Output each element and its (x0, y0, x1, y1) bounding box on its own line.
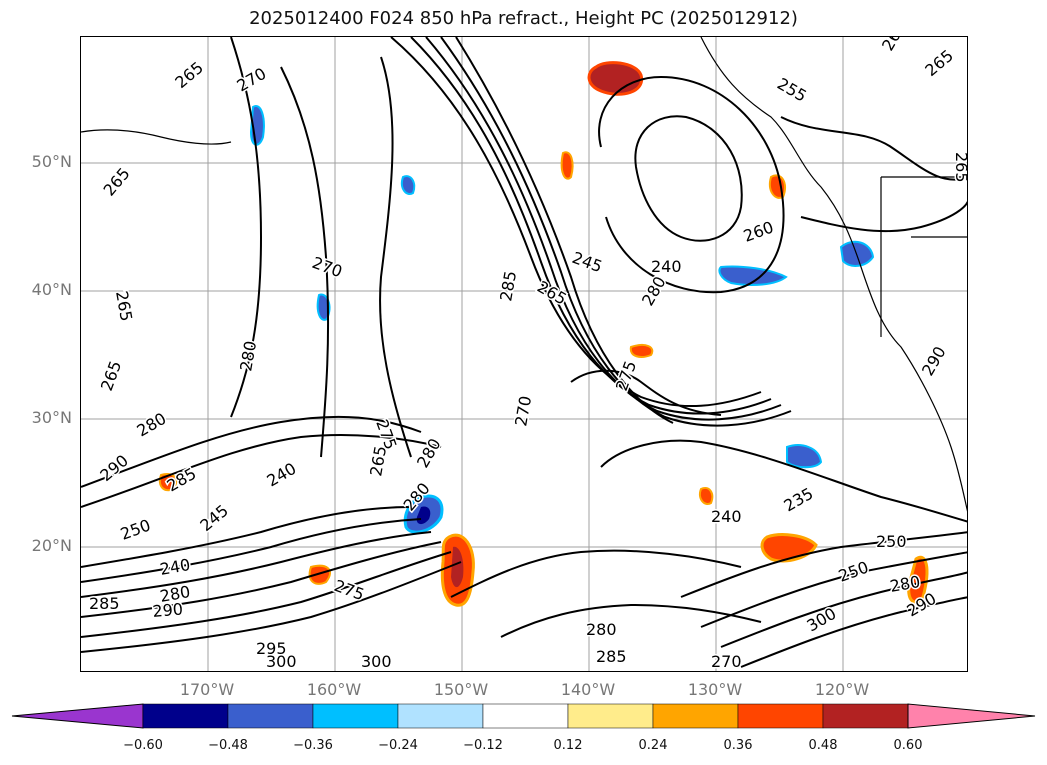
contour-label: 285 (496, 269, 520, 302)
contour-label: 295 (256, 639, 287, 658)
contour-label: 260 (741, 217, 776, 245)
colorbar-cell (142, 703, 229, 729)
contour-label: 285 (89, 594, 120, 613)
colorbar-cell (822, 703, 909, 729)
contour-label: 250 (836, 557, 871, 585)
colorbar-cell (482, 703, 569, 729)
contour-label: 265 (112, 289, 136, 322)
contour-label: 285 (596, 647, 627, 666)
lat-label-40n: 40°N (31, 280, 72, 299)
contour-label: 265 (952, 152, 968, 183)
contour-label: 275 (612, 358, 640, 393)
colorbar-tick-label: 0.24 (638, 738, 668, 753)
contour-label: 240 (651, 257, 682, 276)
contour-label: 250 (876, 532, 907, 551)
map-plot-area[interactable]: 265 270 265 265 265 270 280 280 290 285 240 245 250 2… (80, 36, 968, 672)
colorbar-tick-label: −0.12 (463, 738, 503, 753)
colorbar-tick-label: −0.60 (123, 738, 163, 753)
contour-label: 245 (570, 248, 605, 276)
contour-label: 280 (134, 409, 170, 441)
colorbar-tick-label: 0.60 (893, 738, 923, 753)
contour-label: 280 (413, 435, 445, 471)
lon-label-170w: 170°W (179, 680, 235, 699)
lon-label-140w: 140°W (560, 680, 616, 699)
contour-label: 280 (586, 620, 617, 639)
contour-label: 290 (918, 343, 950, 379)
lon-label-130w: 130°W (687, 680, 743, 699)
colorbar-cell (397, 703, 484, 729)
colorbar-tick-label: 0.12 (553, 738, 583, 753)
contour-label: 250 (118, 515, 153, 543)
map-title: 2025012400 F024 850 hPa refract., Height… (249, 8, 798, 29)
lat-label-30n: 30°N (31, 408, 72, 427)
colorbar-cell (652, 703, 739, 729)
colorbar-extend-low (11, 703, 144, 729)
contour-label: 265 (97, 358, 125, 393)
contour-label: 300 (804, 604, 840, 636)
contour-label: 270 (711, 652, 742, 671)
colorbar-tick-label: −0.36 (293, 738, 333, 753)
contour-label: 300 (361, 652, 392, 671)
contour-label: 240 (711, 507, 742, 526)
contour-label: 260 (878, 37, 910, 54)
contour-label: 240 (158, 555, 191, 579)
colorbar-tick-label: 0.48 (808, 738, 838, 753)
contour-label: 265 (100, 164, 134, 200)
colorbar-cell (227, 703, 314, 729)
lat-label-20n: 20°N (31, 536, 72, 555)
height-contours (81, 37, 967, 668)
coastline (81, 37, 967, 512)
contour-label: 270 (234, 64, 270, 96)
refractivity-shading (159, 61, 929, 607)
contour-label: 245 (196, 501, 232, 535)
contour-label: 275 (332, 576, 367, 604)
lon-label-150w: 150°W (433, 680, 489, 699)
contour-label: 235 (781, 484, 817, 516)
colorbar-tick-label: −0.24 (378, 738, 418, 753)
contour-label: 290 (152, 599, 184, 621)
lon-label-120w: 120°W (814, 680, 870, 699)
contour-label: 265 (921, 46, 957, 80)
contour-label: 280 (236, 339, 260, 372)
lon-label-160w: 160°W (306, 680, 362, 699)
graticule (81, 37, 967, 671)
colorbar-tick-label: 0.36 (723, 738, 753, 753)
colorbar-extend-high (907, 703, 1036, 729)
colorbar-tick-label: −0.48 (208, 738, 248, 753)
colorbar-cell (737, 703, 824, 729)
contour-label: 300 (266, 652, 297, 671)
contour-label: 270 (310, 253, 345, 281)
colorbar-cell (567, 703, 654, 729)
contour-label: 265 (366, 444, 390, 477)
colorbar-cell (312, 703, 399, 729)
contour-line (81, 415, 422, 488)
contour-label: 240 (264, 459, 300, 491)
colorbar (11, 703, 1036, 729)
contour-label: 265 (171, 58, 207, 92)
contour-label: 255 (774, 74, 810, 106)
contour-label: 270 (511, 394, 535, 427)
lat-label-50n: 50°N (31, 152, 72, 171)
